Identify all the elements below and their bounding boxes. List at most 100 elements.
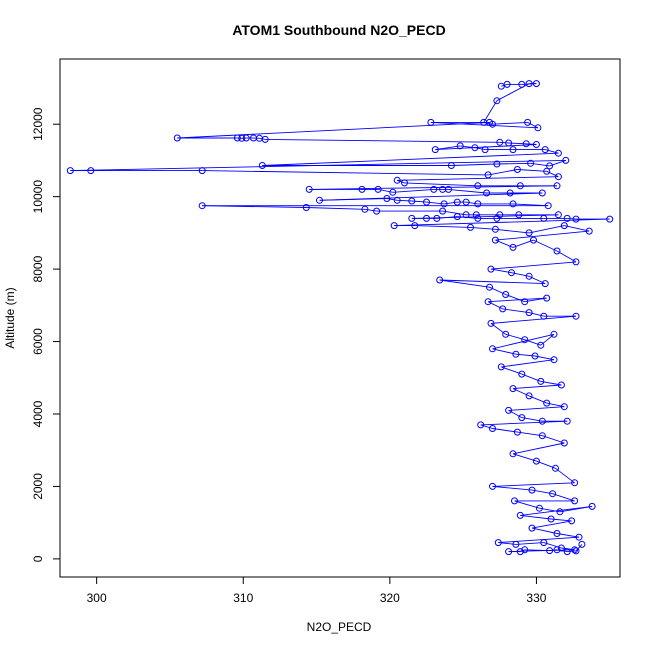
data-point [302,204,310,211]
data-point [537,341,545,349]
data-point [486,118,493,126]
data-point [305,185,313,193]
data-point [491,225,499,233]
x-tick-label: 310 [233,591,253,605]
series-segment [488,297,547,303]
y-tick-label: 8000 [31,255,45,282]
x-axis-label: N2O_PECD [307,620,372,634]
data-point [538,432,546,440]
series-segment [531,527,558,534]
series-segment [480,424,493,429]
series-segment [556,250,577,263]
data-point [572,258,580,266]
y-tick-label: 2000 [31,473,45,500]
data-point [198,202,206,210]
series-segment [70,159,566,172]
data-point [512,540,520,548]
data-point [521,336,529,344]
data-point [588,502,596,510]
series-segment [490,315,577,324]
series-segment [378,188,393,193]
series-segment [514,500,540,509]
data-point [516,548,524,556]
data-point [572,547,580,555]
data-point [423,214,430,222]
series-segment [309,185,558,190]
data-point [518,80,526,88]
data-point [483,189,491,197]
data-point [527,159,535,167]
series-segment [392,188,434,193]
data-point [474,200,482,208]
data-point [436,276,444,284]
data-point [481,146,489,154]
data-point [518,414,526,422]
series-segment [444,201,458,205]
series-segment [549,549,558,552]
data-point [572,215,580,223]
data-point [525,229,533,237]
data-point [487,265,495,273]
data-point [439,207,447,215]
x-axis: 300 310 320 330 [87,576,547,605]
series-segment [414,225,471,228]
series-segment [411,200,427,203]
data-point [494,539,502,547]
series-segment [404,182,478,187]
series-segment [545,149,559,154]
series-segment [411,214,559,219]
series-segment [531,520,572,529]
data-point [505,548,513,556]
series-segment [466,201,478,205]
series-segment [520,549,525,553]
data-point [535,504,543,512]
data-point [525,272,533,280]
series-segment [448,188,487,194]
series-segment [490,261,577,270]
data-point [521,546,529,554]
data-point [571,546,579,554]
data-point [575,533,583,541]
chart-title: ATOM1 Southbound N2O_PECD [232,22,445,38]
data-point [393,176,401,184]
data-point [543,399,551,407]
series-points [66,80,614,556]
data-point [534,124,542,132]
data-point [427,118,435,126]
data-point [524,118,532,126]
series-segment [501,366,522,375]
data-point [496,138,504,146]
data-point [358,185,366,193]
data-point [563,417,571,425]
y-axis-label: Altitude (m) [3,287,17,348]
data-point [430,185,438,193]
data-point [512,350,520,358]
series-segment [202,170,489,176]
data-point [541,146,549,154]
data-point [541,280,549,288]
data-point [502,330,510,338]
data-point [509,243,517,251]
data-point [516,511,524,519]
data-point [532,457,540,465]
data-point [553,546,561,554]
series-segment [512,384,562,390]
series-segment [265,138,500,143]
data-point [484,298,492,306]
series-segment [564,225,590,232]
data-point [489,482,496,490]
data-point [557,381,565,389]
data-point [484,171,492,179]
data-point [546,162,554,170]
y-tick-label: 10000 [31,180,45,214]
data-point [547,515,555,523]
series-segment [552,493,575,502]
series-segment [460,145,475,149]
data-point [456,142,464,150]
data-point [506,189,514,197]
series-segment [512,442,565,455]
data-point [531,352,539,360]
series-segment [492,482,575,487]
data-point [467,223,474,231]
data-point [505,406,513,414]
